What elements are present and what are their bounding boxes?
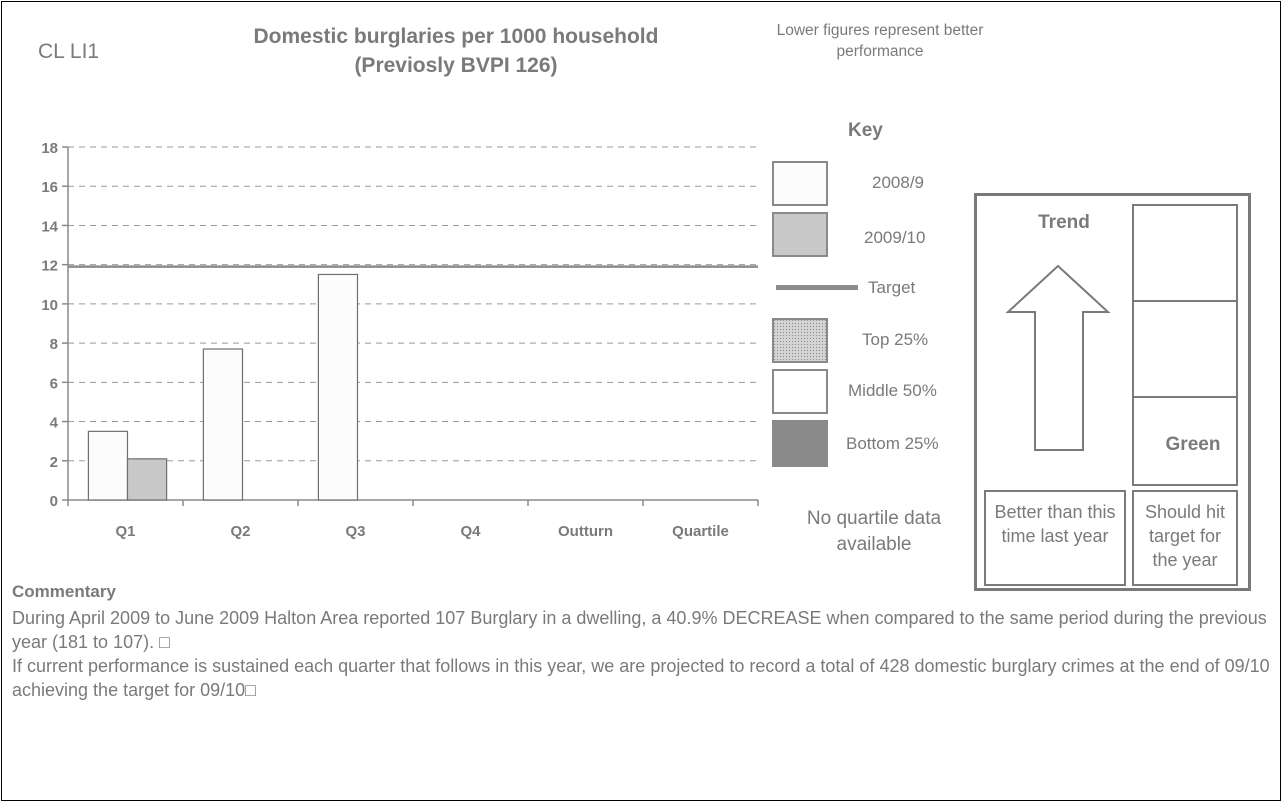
chart-title-line1: Domestic burglaries per 1000 household: [253, 25, 659, 48]
x-tick-label: Quartile: [672, 523, 729, 540]
x-tick-label: Outturn: [558, 523, 613, 540]
y-tick-label: 0: [50, 493, 58, 510]
commentary-body: During April 2009 to June 2009 Halton Ar…: [12, 606, 1274, 702]
key-label-top-25: Top 25%: [862, 330, 929, 349]
y-tick-label: 2: [50, 454, 58, 471]
key-label-2008-9: 2008/9: [872, 173, 924, 192]
status-cell-bottom: [1132, 396, 1238, 486]
key-label-target: Target: [868, 278, 916, 297]
commentary-heading: Commentary: [12, 582, 116, 601]
status-label: Green: [1165, 434, 1221, 455]
indicator-code: CL LI1: [38, 40, 100, 63]
key-swatch-2008-9: [772, 161, 828, 206]
trend-up-arrow-icon: [1005, 264, 1111, 451]
y-tick-label: 18: [41, 140, 58, 157]
x-tick-label: Q2: [230, 523, 250, 540]
y-tick-label: 14: [41, 218, 58, 235]
better-than-label: Better than this time last year: [994, 502, 1116, 546]
trend-title: Trend: [1038, 212, 1090, 233]
key-label-middle-50: Middle 50%: [848, 381, 937, 400]
chart-title: Domestic burglaries per 1000 household (…: [186, 22, 726, 80]
y-tick-label: 4: [50, 415, 59, 432]
y-tick-label: 16: [41, 179, 58, 196]
status-cell-middle: [1132, 300, 1238, 398]
key-label-bottom-25: Bottom 25%: [846, 434, 939, 453]
x-tick-label: Q1: [115, 523, 135, 540]
y-tick-label: 8: [50, 336, 58, 353]
y-tick-label: 6: [50, 375, 58, 392]
bar-2008-9-q1: [87, 430, 129, 501]
key-title: Key: [848, 120, 883, 141]
key-swatch-2009-10: [772, 212, 828, 257]
target-hit-label: Should hit target for the year: [1144, 502, 1226, 570]
y-tick-label: 10: [41, 297, 58, 314]
trend-panel: [974, 193, 1251, 591]
status-cell-top: [1132, 204, 1238, 302]
bar-2008-9-q3: [317, 273, 359, 501]
key-swatch-target: [776, 285, 858, 290]
performance-note: Lower figures represent better performan…: [776, 22, 984, 60]
key-swatch-top-25: [772, 318, 828, 363]
x-tick-label: Q3: [345, 523, 365, 540]
key-label-2009-10: 2009/10: [864, 228, 926, 247]
chart-title-line2: (Previosly BVPI 126): [354, 54, 558, 77]
x-tick-label: Q4: [460, 523, 481, 540]
bar-chart: 0 2 4 6 8 10 12 14 16 18 Q1 Q2 Q3 Q4 Outturn Quartile: [41, 140, 759, 540]
bar-2009-10-q1: [126, 458, 168, 501]
key-swatch-middle-50: [772, 369, 828, 414]
y-tick-label: 12: [41, 258, 58, 275]
commentary-paragraph-1: During April 2009 to June 2009 Halton Ar…: [12, 608, 1267, 652]
key-swatch-bottom-25: [772, 420, 828, 467]
no-quartile-note: No quartile data available: [806, 508, 942, 555]
bar-2008-9-q2: [202, 348, 244, 501]
better-than-box: [984, 490, 1126, 586]
target-hit-box: [1132, 490, 1238, 586]
commentary-paragraph-2: If current performance is sustained each…: [12, 656, 1270, 700]
